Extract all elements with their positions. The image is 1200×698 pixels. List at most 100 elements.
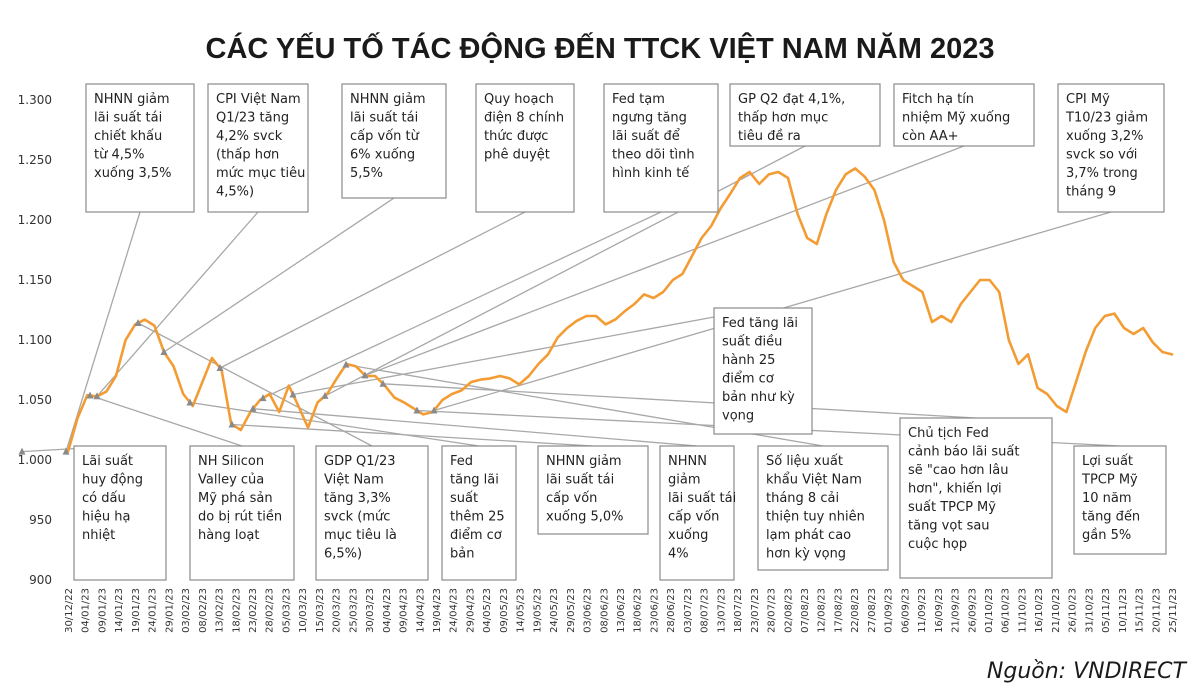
annotation-box: Fed tăng lãi suất thêm 25 điểm cơ bản: [441, 445, 517, 581]
annotation-text: thấp hơn mục: [738, 111, 828, 126]
y-tick-label: 1.300: [18, 93, 52, 107]
annotation-text: 4,2% svck: [216, 129, 283, 144]
x-tick-label: 17/08/23: [833, 588, 844, 633]
x-tick-label: 08/07/23: [700, 588, 711, 633]
annotation-box: Chủ tịch Fed cảnh báo lãi suất sẽ "cao hơn…: [899, 417, 1053, 579]
annotation-marker: [259, 394, 267, 402]
annotation-marker: [216, 364, 224, 371]
x-tick-label: 28/02/23: [265, 588, 276, 633]
annotation-text: (thấp hơn: [216, 148, 279, 163]
annotation-text: hiệu hạ: [82, 510, 130, 525]
annotation-text: GDP Q1/23: [324, 454, 395, 469]
x-tick-label: 13/06/23: [616, 588, 627, 633]
annotation-text: theo dõi tình: [612, 148, 695, 163]
x-tick-label: 09/04/23: [399, 588, 410, 633]
x-tick-label: 31/10/23: [1084, 588, 1095, 633]
annotation-text: nhiệt: [82, 528, 115, 543]
y-tick-label: 1.250: [18, 153, 52, 167]
x-tick-label: 29/05/23: [566, 588, 577, 633]
y-axis: 1.300 1.250 1.200 1.150 1.100 1.050 1.000 950 90…: [18, 93, 52, 587]
x-tick-label: 05/11/23: [1101, 588, 1112, 633]
annotation-text: NH Silicon: [198, 454, 264, 469]
annotation-leader: [96, 211, 259, 397]
annotation-text: mức mục tiêu: [216, 166, 305, 181]
x-tick-label: 11/09/23: [917, 588, 928, 633]
annotation-marker: [361, 371, 369, 379]
annotation-marker: [289, 390, 297, 398]
annotation-box: Fed tạm ngưng tăng lãi suất để theo dõi tìn…: [603, 83, 719, 213]
annotation-text: mục tiêu là: [324, 528, 397, 543]
x-tick-label: 03/06/23: [583, 588, 594, 633]
annotation-leader: [65, 211, 141, 452]
x-tick-label: 08/06/23: [599, 588, 610, 633]
annotation-text: hình kinh tế: [612, 166, 689, 181]
annotation-text: Fitch hạ tín: [902, 92, 974, 107]
annotation-marker: [342, 360, 350, 368]
annotation-text: NHNN giảm: [546, 454, 622, 469]
y-tick-label: 1.000: [18, 453, 52, 467]
annotation-leader: [189, 401, 480, 447]
x-tick-label: 03/07/23: [683, 588, 694, 633]
annotation-text: 3,7% trong: [1066, 166, 1138, 181]
x-tick-label: 24/05/23: [549, 588, 560, 633]
annotation-text: bản như kỳ: [722, 390, 795, 405]
x-tick-label: 04/05/23: [482, 588, 493, 633]
annotation-box: NH Silicon Valley của Mỹ phá sản do bị rút …: [189, 445, 295, 581]
annotation-text: lãi suất để: [612, 129, 680, 144]
annotation-text: 6,5%): [324, 547, 362, 562]
x-tick-label: 25/03/23: [348, 588, 359, 633]
annotation-box: NHNN giảm lãi suất tái cấp vốn xuống 5,0%: [537, 445, 649, 535]
x-tick-label: 16/10/23: [1034, 588, 1045, 633]
annotation-text: Lợi suất: [1082, 454, 1133, 469]
x-tick-label: 09/01/23: [97, 588, 108, 633]
annotation-marker: [379, 379, 387, 387]
annotation-text: cấp vốn từ: [350, 129, 420, 144]
x-tick-label: 16/09/23: [934, 588, 945, 633]
annotation-text: NHNN giảm: [350, 92, 426, 107]
annotation-text: lạm phát cao: [766, 528, 851, 543]
x-tick-label: 26/09/23: [967, 588, 978, 633]
annotation-text: tháng 8 cải: [766, 491, 839, 506]
annotation-text: T10/23 giảm: [1065, 111, 1148, 126]
annotation-marker: [228, 420, 236, 428]
annotation-text: tháng 9: [1066, 185, 1116, 200]
annotation-text: Chủ tịch Fed: [908, 426, 989, 441]
annotation-text: từ 4,5%: [94, 148, 145, 163]
annotation-box: CPI Việt Nam Q1/23 tăng 4,2% svck (thấp hơn…: [207, 83, 309, 213]
x-tick-label: 27/08/23: [867, 588, 878, 633]
annotation-text: 5,5%: [350, 166, 383, 181]
annotation-leader: [89, 394, 243, 447]
annotation-leader: [262, 211, 662, 399]
y-tick-label: 1.100: [18, 333, 52, 347]
x-tick-label: 19/04/23: [432, 588, 443, 633]
y-tick-label: 1.200: [18, 213, 52, 227]
x-tick-label: 01/09/23: [884, 588, 895, 633]
annotation-box: NHNN giảm lãi suất tái chiết khấu từ 4,5% xu…: [85, 83, 195, 213]
annotation-text: hơn", khiến lợi: [908, 482, 1002, 497]
annotation-text: xuống 3,2%: [1066, 129, 1144, 144]
annotation-box: Lợi suất TPCP Mỹ 10 năm tăng đến gần 5%: [1073, 445, 1167, 555]
x-tick-label: 22/08/23: [850, 588, 861, 633]
annotation-text: tăng vọt sau: [908, 519, 990, 534]
annotation-box: NHNN giảm lãi suất tái cấp vốn từ 6% xuống 5…: [341, 83, 447, 199]
annotation-marker: [249, 404, 257, 412]
x-tick-label: 09/05/23: [499, 588, 510, 633]
x-tick-label: 04/04/23: [382, 588, 393, 633]
annotation-text: vọng: [722, 409, 754, 424]
annotation-text: 10 năm: [1082, 491, 1132, 506]
annotation-text: Lãi suất: [82, 454, 133, 469]
annotation-text: hơn kỳ vọng: [766, 547, 846, 562]
annotation-text: do bị rút tiền: [198, 510, 282, 525]
x-tick-label: 20/11/23: [1151, 588, 1162, 633]
annotation-text: giảm: [668, 473, 701, 488]
annotation-box: CPI Mỹ T10/23 giảm xuống 3,2% svck so với 3,…: [1057, 83, 1165, 213]
x-tick-label: 03/02/23: [181, 588, 192, 633]
x-tick-label: 30/03/23: [365, 588, 376, 633]
annotation-text: thức được: [484, 129, 548, 144]
annotation-box: Fitch hạ tín nhiệm Mỹ xuống còn AA+: [893, 83, 1035, 147]
x-tick-label: 26/10/23: [1068, 588, 1079, 633]
x-tick-label: 29/04/23: [465, 588, 476, 633]
annotation-text: điện 8 chính: [484, 111, 564, 126]
annotation-text: lãi suất tái: [350, 111, 418, 126]
annotation-marker: [430, 406, 438, 414]
